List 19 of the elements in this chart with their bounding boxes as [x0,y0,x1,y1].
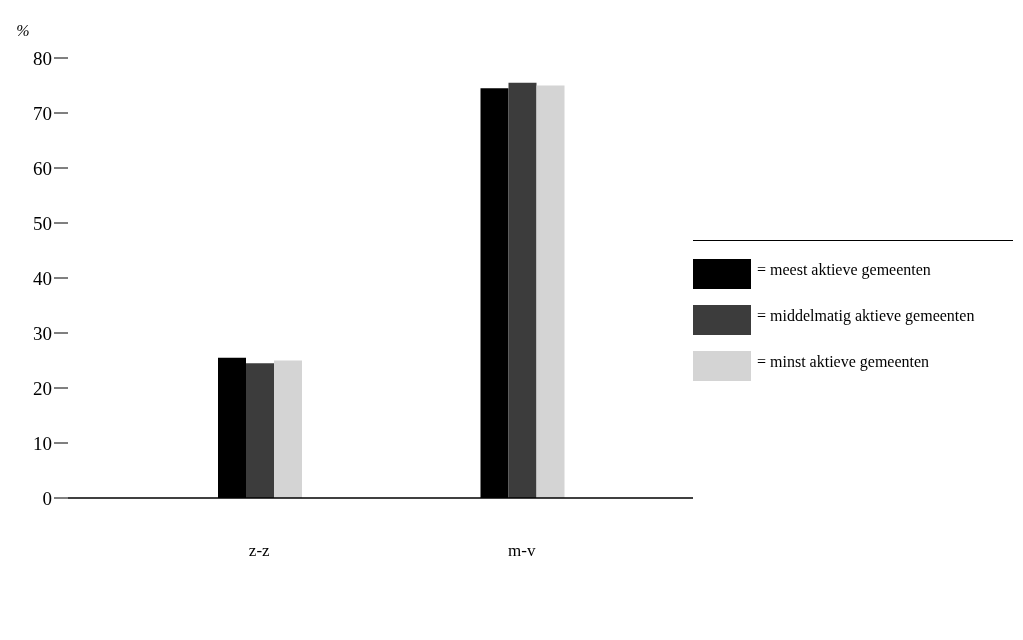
bar [246,363,274,498]
x-tick-label: z-z [248,541,271,561]
y-tick-label: 20 [33,377,52,399]
x-tick-label: m-v [508,541,536,561]
y-tick-label: 0 [42,487,52,509]
y-tick-label: 80 [33,47,52,69]
bar [274,360,302,498]
y-tick-label: 10 [33,432,52,454]
y-tick-label: 50 [33,212,52,234]
y-axis-title: % [16,22,30,39]
y-tick-label: 70 [33,102,52,124]
bar [508,82,537,498]
y-tick-label: 60 [33,157,52,179]
y-tick-label: 30 [33,322,52,344]
y-tick-label: 40 [33,267,52,289]
legend-label: = middelmatig aktieve gemeenten [757,305,976,327]
legend-label: = meest aktieve gemeenten [757,259,932,281]
bar [536,85,565,498]
legend-label: = minst aktieve gemeenten [757,351,931,373]
